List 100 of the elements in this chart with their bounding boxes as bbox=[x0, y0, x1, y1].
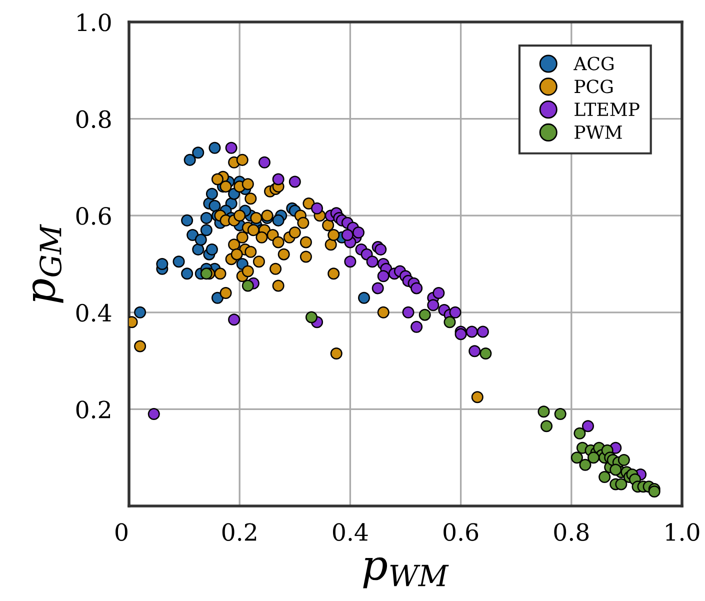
point bbox=[297, 216, 310, 229]
point bbox=[236, 231, 248, 244]
point bbox=[432, 287, 445, 300]
point bbox=[449, 306, 462, 318]
point bbox=[200, 268, 212, 280]
point bbox=[610, 464, 622, 476]
point bbox=[230, 248, 243, 260]
point bbox=[192, 243, 204, 256]
point bbox=[366, 256, 378, 268]
point bbox=[244, 246, 257, 258]
point bbox=[220, 180, 232, 193]
point bbox=[256, 231, 268, 244]
point bbox=[250, 212, 262, 224]
point bbox=[272, 236, 284, 248]
y-tick-label: 0.8 bbox=[76, 110, 111, 128]
point bbox=[618, 454, 630, 466]
point bbox=[181, 268, 194, 280]
point bbox=[172, 256, 185, 268]
point bbox=[242, 178, 254, 190]
point bbox=[194, 234, 207, 246]
y-tick-label: 0.6 bbox=[76, 207, 111, 225]
point bbox=[288, 226, 301, 239]
point bbox=[471, 391, 484, 404]
point bbox=[225, 142, 238, 154]
point bbox=[228, 314, 240, 326]
point bbox=[344, 256, 356, 268]
point bbox=[244, 192, 257, 205]
point bbox=[538, 406, 550, 418]
point bbox=[615, 478, 628, 490]
point bbox=[228, 238, 240, 251]
point bbox=[258, 156, 270, 168]
point bbox=[322, 219, 334, 232]
point bbox=[444, 316, 456, 328]
point bbox=[211, 292, 224, 304]
point bbox=[186, 228, 199, 241]
point bbox=[598, 470, 611, 483]
point bbox=[300, 250, 312, 263]
point bbox=[211, 173, 224, 186]
point bbox=[247, 224, 260, 236]
point bbox=[358, 292, 370, 304]
point bbox=[278, 248, 290, 260]
point bbox=[570, 452, 583, 464]
x-tick-label: 1.0 bbox=[666, 523, 700, 541]
point bbox=[352, 226, 364, 239]
point bbox=[588, 452, 600, 464]
point bbox=[272, 280, 284, 292]
point bbox=[220, 287, 232, 300]
x-tick-label: 0.6 bbox=[444, 523, 478, 541]
point bbox=[574, 427, 586, 440]
point bbox=[148, 408, 160, 420]
point bbox=[410, 282, 423, 294]
point bbox=[305, 311, 318, 324]
point bbox=[540, 420, 553, 432]
point bbox=[242, 280, 254, 292]
point bbox=[402, 306, 414, 318]
point bbox=[270, 262, 282, 275]
y-tick-label: 0.2 bbox=[76, 400, 110, 419]
x-axis-title: p$_{WM}$ bbox=[363, 557, 449, 588]
point bbox=[579, 458, 592, 471]
point bbox=[181, 214, 194, 226]
point bbox=[208, 142, 221, 154]
legend-label: PCG bbox=[574, 80, 613, 94]
point bbox=[200, 224, 212, 236]
point bbox=[554, 408, 566, 420]
point bbox=[288, 176, 301, 188]
y-tick-label: 1.0 bbox=[78, 13, 111, 32]
point bbox=[582, 420, 594, 432]
point bbox=[134, 340, 146, 352]
point bbox=[418, 308, 431, 321]
legend-label: LTEMP bbox=[574, 102, 640, 116]
point bbox=[311, 202, 324, 214]
point bbox=[410, 320, 423, 333]
x-tick-label: 0 bbox=[116, 523, 128, 541]
point bbox=[374, 243, 387, 256]
point bbox=[134, 306, 146, 318]
point bbox=[468, 345, 481, 358]
point bbox=[328, 228, 340, 241]
legend-label: PWM bbox=[574, 126, 622, 139]
point bbox=[300, 236, 312, 248]
point bbox=[302, 197, 315, 210]
point bbox=[476, 326, 489, 338]
point bbox=[466, 326, 478, 338]
y-tick-label: 0.4 bbox=[76, 304, 112, 322]
point bbox=[184, 154, 196, 166]
point bbox=[324, 238, 337, 251]
point bbox=[427, 299, 440, 312]
x-tick-label: 0.8 bbox=[554, 523, 589, 541]
point bbox=[372, 282, 384, 294]
point bbox=[242, 265, 254, 278]
point bbox=[454, 328, 467, 340]
point bbox=[377, 306, 390, 318]
point bbox=[206, 243, 218, 256]
point bbox=[156, 258, 168, 270]
legend-label: ACG bbox=[574, 56, 614, 70]
point bbox=[272, 173, 284, 186]
x-tick-label: 0.4 bbox=[332, 523, 368, 541]
point bbox=[252, 256, 265, 268]
point bbox=[261, 210, 274, 222]
y-axis-title: p$_{GM}$ bbox=[32, 224, 64, 304]
point bbox=[192, 146, 204, 159]
